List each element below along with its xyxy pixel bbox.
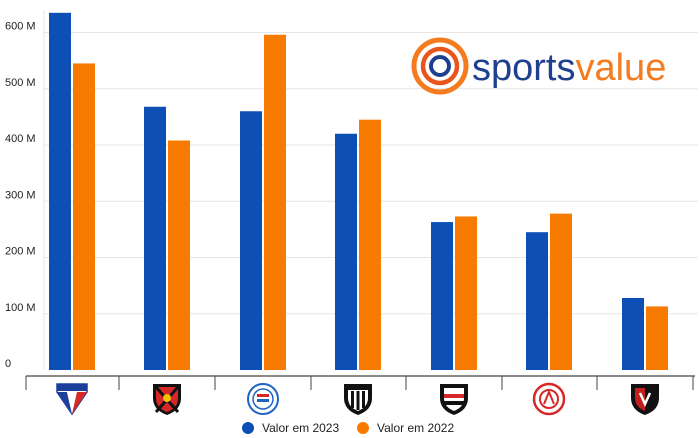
bar-2023-3 (335, 133, 357, 370)
vitoria-crest-icon (631, 384, 659, 415)
logo-text-value: value (575, 47, 666, 89)
bar-2023-5 (526, 232, 548, 370)
y-tick-label: 400 M (5, 133, 36, 145)
svg-text:sportsvalue: sportsvalue (472, 47, 666, 89)
bar-2022-1 (168, 140, 190, 370)
santa-cruz-crest-icon (440, 384, 468, 415)
bar-2023-6 (622, 298, 644, 370)
y-tick-label: 100 M (5, 302, 36, 314)
legend-label-2022: Valor em 2022 (377, 421, 454, 435)
bar-2023-2 (240, 111, 262, 370)
bar-2022-6 (646, 306, 668, 370)
bahia-crest-icon (247, 383, 279, 415)
legend-swatch-2023 (242, 422, 254, 434)
legend: Valor em 2023 Valor em 2022 (242, 421, 454, 435)
ceara-crest-icon (344, 384, 372, 415)
bar-2022-2 (264, 34, 286, 370)
x-axis (25, 375, 695, 390)
bars (49, 12, 668, 370)
bar-2022-4 (455, 216, 477, 370)
legend-label-2023: Valor em 2023 (262, 421, 339, 435)
y-tick-label: 600 M (5, 21, 36, 33)
y-tick-label: 300 M (5, 189, 36, 201)
bar-2023-1 (144, 106, 166, 370)
y-tick-label: 0 (5, 358, 11, 370)
legend-swatch-2022 (357, 422, 369, 434)
fortaleza-crest-icon (56, 383, 88, 416)
bar-2022-0 (73, 63, 95, 370)
bar-2023-0 (49, 12, 71, 370)
bar-2023-4 (431, 222, 453, 370)
sportsvalue-logo: sportsvalue (411, 37, 666, 95)
bar-2022-5 (550, 213, 572, 370)
nautico-crest-icon (532, 382, 566, 416)
bar-2022-3 (359, 119, 381, 370)
y-tick-label: 500 M (5, 77, 36, 89)
sport-crest-icon (153, 384, 181, 415)
y-tick-label: 200 M (5, 246, 36, 258)
logo-rings-icon (411, 37, 469, 95)
y-axis-ticks: 0 100 M 200 M 300 M 400 M 500 M 600 M (5, 21, 36, 371)
logo-text-sports: sports (472, 47, 575, 89)
team-crests (56, 382, 659, 416)
